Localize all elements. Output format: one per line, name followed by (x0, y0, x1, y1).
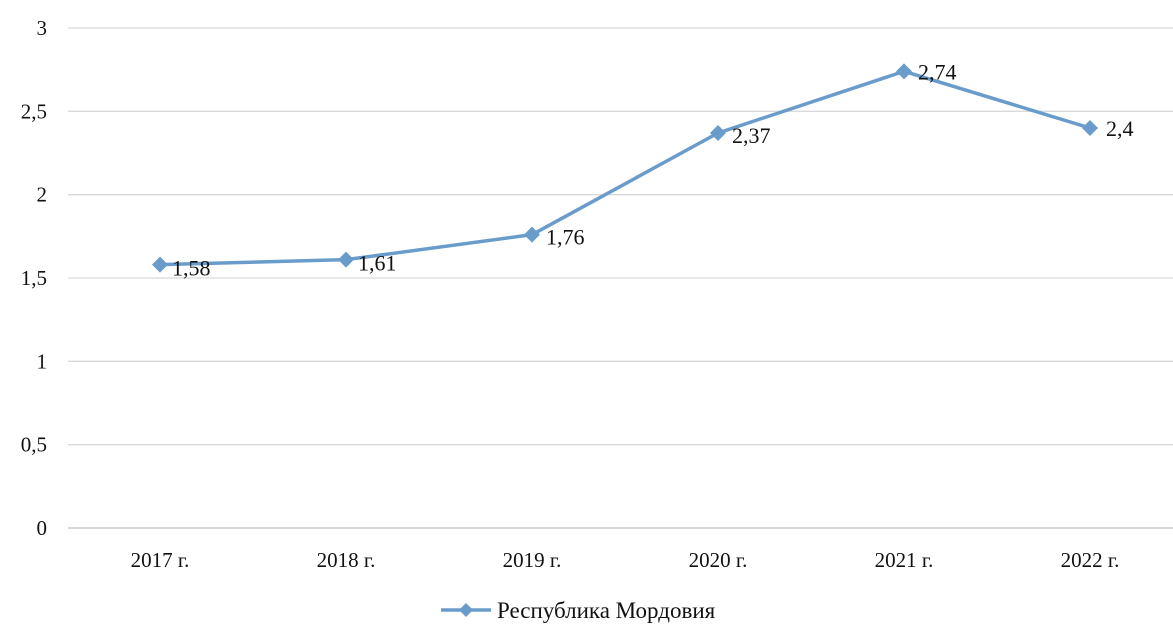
data-point-marker (1082, 120, 1098, 136)
data-label: 1,76 (546, 225, 585, 250)
data-point-marker (524, 226, 540, 243)
y-tick-label: 1 (37, 349, 48, 373)
y-tick-label: 2 (37, 183, 48, 207)
x-tick-label: 2018 г. (317, 548, 376, 572)
x-tick-label: 2022 г. (1061, 548, 1120, 572)
x-tick-label: 2021 г. (875, 548, 934, 572)
x-tick-label: 2017 г. (131, 548, 190, 572)
y-axis-tick-labels: 0 0,5 1 1,5 2 2,5 3 (21, 16, 47, 540)
data-label: 1,61 (358, 251, 397, 276)
data-label: 2,4 (1106, 116, 1134, 141)
gridlines (68, 27, 1173, 529)
data-label: 2,37 (732, 123, 771, 148)
y-tick-label: 3 (37, 16, 48, 40)
y-tick-label: 1,5 (21, 266, 47, 290)
data-label: 2,74 (918, 59, 957, 84)
y-tick-label: 2,5 (21, 99, 47, 123)
data-point-marker (338, 251, 354, 268)
legend: Республика Мордовия (441, 598, 716, 623)
x-tick-label: 2020 г. (689, 548, 748, 572)
legend-marker-icon (459, 603, 473, 617)
data-point-marker (896, 63, 912, 80)
y-tick-label: 0 (37, 516, 48, 540)
data-label: 1,58 (172, 256, 211, 281)
data-point-marker (710, 125, 726, 141)
legend-label: Республика Мордовия (497, 598, 716, 623)
y-tick-label: 0,5 (21, 433, 47, 457)
x-axis-tick-labels: 2017 г. 2018 г. 2019 г. 2020 г. 2021 г. 2022 … (131, 548, 1120, 572)
series-layer: 1,58 1,61 1,76 2,37 2,74 2,4 (152, 59, 1134, 281)
x-tick-label: 2019 г. (503, 548, 562, 572)
data-point-marker (152, 256, 168, 273)
series-line (158, 69, 1092, 267)
